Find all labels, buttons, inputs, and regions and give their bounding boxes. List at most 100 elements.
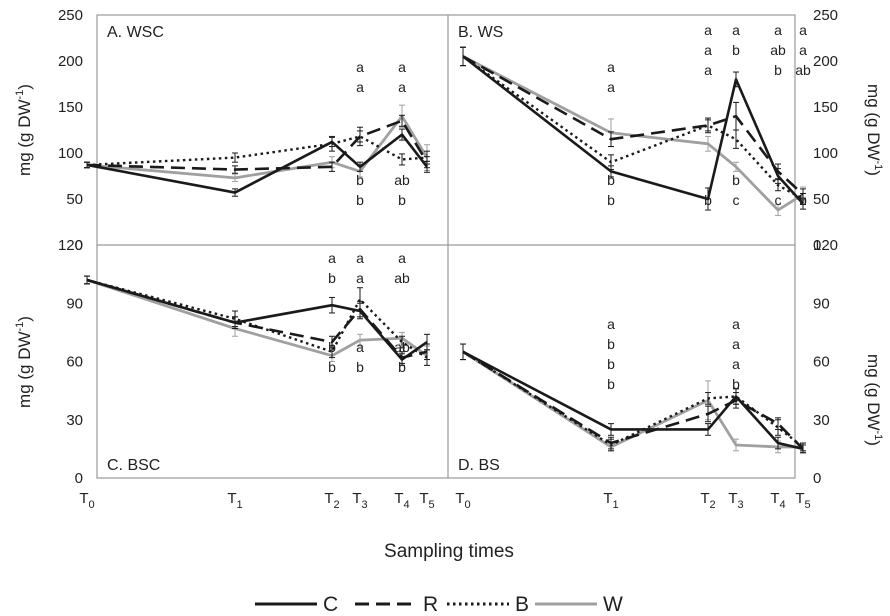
ylabel-top-left: mg (g DW-1) [14,84,34,176]
x-tick-label: T2 [700,490,715,511]
significance-letter: a [356,250,364,266]
significance-letter: a [732,22,740,38]
significance-letter: ab [770,42,786,58]
series-line-C [462,55,804,205]
y-tick-label: 50 [66,191,83,208]
y-tick-label: 60 [813,354,830,371]
y-tick-label: 100 [58,145,83,162]
y-tick-label: 200 [58,53,83,70]
significance-letter: a [774,22,782,38]
significance-letter: a [732,336,740,352]
significance-letter: a [356,270,364,286]
series-line-R [462,55,804,196]
panel-title: A. WSC [107,24,164,41]
significance-letter: b [607,376,615,392]
y-tick-label: 30 [66,412,83,429]
significance-letter: b [774,62,782,78]
legend-label-R: R [423,593,438,616]
x-tick-label: T1 [603,490,618,511]
legend-label-B: B [515,593,529,616]
significance-letter: b [356,172,364,188]
y-tick-label: 0 [75,237,83,254]
significance-letter: a [799,22,807,38]
significance-letter: a [799,42,807,58]
x-tick-label: T3 [728,490,743,511]
y-tick-label: 120 [58,237,83,254]
legend-label-C: C [323,593,338,616]
significance-letter: a [704,42,712,58]
y-tick-label: 50 [813,191,830,208]
x-tick-label: T4 [394,490,409,511]
series-line-C [86,133,429,194]
significance-letter: b [607,192,615,208]
y-tick-label: 100 [813,145,838,162]
y-tick-label: 120 [813,237,838,254]
legend-label-W: W [603,593,623,616]
significance-letter: b [732,42,740,58]
y-tick-label: 90 [813,295,830,312]
significance-letter: a [356,79,364,95]
significance-letter: a [607,79,615,95]
significance-letter: c [775,192,782,208]
series-line-W [462,55,804,212]
significance-letter: c [733,192,740,208]
x-tick-label: T0 [455,490,470,511]
ylabel-bottom-left: mg (g DW-1) [14,316,34,408]
y-tick-label: 150 [813,99,838,116]
significance-letter: b [398,192,406,208]
significance-letter: a [398,79,406,95]
x-tick-label: T1 [227,490,242,511]
y-tick-label: 30 [813,412,830,429]
series-line-W [462,350,803,449]
series-line-C [86,278,428,361]
significance-letter: ab [394,172,410,188]
series-line-B [462,350,804,448]
series-line-W [86,114,429,180]
significance-letter: a [607,316,615,332]
significance-letter: b [607,172,615,188]
significance-letter: a [704,62,712,78]
x-tick-label: T5 [419,490,434,511]
significance-letter: ab [394,270,410,286]
y-tick-label: 250 [58,7,83,24]
series-line-B [86,278,428,359]
panel-title: C. BSC [107,457,160,474]
significance-letter: a [398,250,406,266]
significance-letter: a [398,59,406,75]
ylabel-bottom-right: mg (g DW-1) [864,354,884,446]
y-tick-label: 150 [58,99,83,116]
significance-letter: b [328,339,336,355]
significance-letter: b [356,192,364,208]
significance-letter: b [607,336,615,352]
significance-letter: a [356,339,364,355]
significance-letter: b [732,172,740,188]
y-tick-label: 0 [75,470,83,487]
y-tick-label: 90 [66,295,83,312]
significance-letter: b [398,359,406,375]
significance-letter: b [328,270,336,286]
significance-letter: a [328,250,336,266]
series-line-R [462,350,804,450]
xlabel: Sampling times [384,541,514,562]
significance-letter: ab [394,339,410,355]
significance-letter: a [607,59,615,75]
significance-letter: a [356,59,364,75]
series-line-W [86,278,428,358]
y-tick-label: 200 [813,53,838,70]
significance-letter: b [732,376,740,392]
significance-letter: b [799,192,807,208]
panel-title: D. BS [458,457,500,474]
series-line-B [462,55,804,201]
significance-letter: a [732,356,740,372]
x-tick-label: T2 [324,490,339,511]
x-tick-label: T5 [795,490,810,511]
y-tick-label: 0 [813,237,821,254]
ylabel-top-right: mg (g DW-1) [864,84,884,176]
significance-letter: a [732,316,740,332]
x-tick-label: T0 [79,490,94,511]
significance-letter: b [704,192,712,208]
